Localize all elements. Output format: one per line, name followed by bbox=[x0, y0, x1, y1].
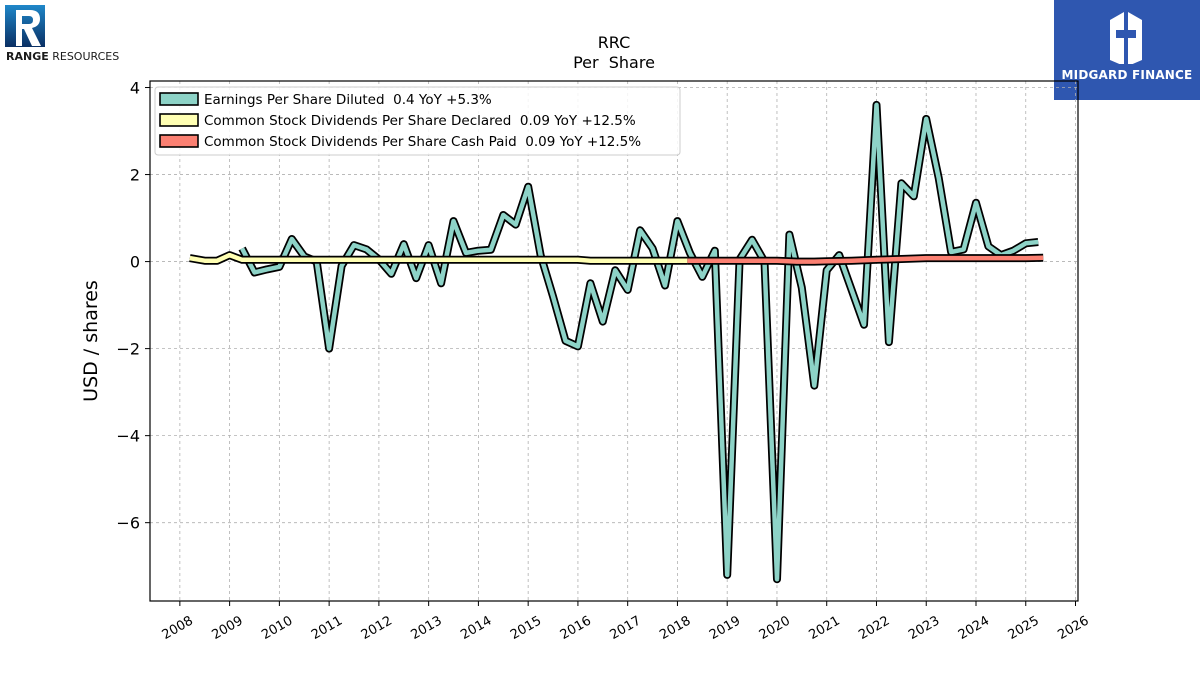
grid-lines bbox=[150, 81, 1078, 601]
y-axis: 4 2 0 −2 −4 −6 bbox=[116, 79, 150, 533]
x-tick-label-2016: 2016 bbox=[558, 613, 594, 643]
series-3 bbox=[687, 253, 1044, 266]
legend-label-2: Common Stock Dividends Per Share Declare… bbox=[204, 113, 636, 129]
chart-title: RRC bbox=[598, 33, 631, 52]
x-tick-label-2024: 2024 bbox=[956, 613, 992, 643]
y-tick-label-4: 4 bbox=[130, 79, 140, 98]
x-tick-label-2015: 2015 bbox=[508, 613, 544, 643]
series-1-line bbox=[240, 102, 1039, 582]
legend-label-1: Earnings Per Share Diluted 0.4 YoY +5.3% bbox=[204, 92, 492, 108]
plot-frame bbox=[149, 80, 1079, 602]
x-tick-label-2023: 2023 bbox=[906, 613, 942, 643]
series-layer bbox=[189, 100, 1044, 584]
y-tick-label-2: 2 bbox=[130, 166, 140, 185]
x-tick-label-2026: 2026 bbox=[1055, 613, 1091, 643]
midgard-emblem-icon bbox=[1110, 12, 1142, 64]
x-tick-label-2018: 2018 bbox=[657, 613, 693, 643]
legend-swatch-3 bbox=[159, 134, 199, 148]
x-tick-label-2025: 2025 bbox=[1006, 613, 1042, 643]
legend-box bbox=[154, 86, 681, 156]
x-tick-label-2021: 2021 bbox=[807, 613, 843, 643]
y-axis-label: USD / shares bbox=[80, 280, 102, 402]
range-resources-wordmark: RANGE RESOURCES bbox=[6, 50, 120, 63]
x-tick-label-2009: 2009 bbox=[209, 613, 245, 643]
x-tick-label-2022: 2022 bbox=[856, 613, 892, 643]
x-tick-label-2017: 2017 bbox=[608, 613, 644, 643]
legend-label-3: Common Stock Dividends Per Share Cash Pa… bbox=[204, 134, 641, 150]
legend-swatch-1 bbox=[159, 92, 199, 106]
y-tick-label--4: −4 bbox=[116, 427, 140, 446]
x-tick-label-2010: 2010 bbox=[259, 613, 295, 643]
y-tick-label--2: −2 bbox=[116, 340, 140, 359]
x-tick-label-2019: 2019 bbox=[707, 613, 743, 643]
legend: Earnings Per Share Diluted 0.4 YoY +5.3%… bbox=[154, 86, 681, 156]
chart-subtitle: Per Share bbox=[573, 53, 655, 72]
midgard-finance-wordmark: MIDGARD FINANCE bbox=[1061, 68, 1193, 82]
range-resources-logo: RANGE RESOURCES bbox=[4, 4, 124, 64]
x-tick-label-2012: 2012 bbox=[359, 613, 395, 643]
y-tick-label-0: 0 bbox=[130, 253, 140, 272]
y-tick-label--6: −6 bbox=[116, 514, 140, 533]
midgard-finance-logo: MIDGARD FINANCE bbox=[1054, 0, 1200, 100]
range-resources-emblem-icon bbox=[5, 5, 45, 47]
series-1 bbox=[238, 100, 1039, 584]
series-2-line bbox=[189, 252, 688, 263]
x-axis: 2008 2009 2010 2011 2012 2013 2014 2015 2016 2017… bbox=[160, 601, 1092, 643]
x-tick-label-2013: 2013 bbox=[408, 613, 444, 643]
x-tick-label-2014: 2014 bbox=[458, 613, 494, 643]
series-2 bbox=[189, 251, 688, 265]
x-tick-label-2020: 2020 bbox=[757, 613, 793, 643]
legend-swatch-2 bbox=[159, 113, 199, 127]
x-tick-label-2008: 2008 bbox=[160, 613, 196, 643]
x-tick-label-2011: 2011 bbox=[309, 613, 345, 643]
series-3-line bbox=[687, 255, 1044, 264]
